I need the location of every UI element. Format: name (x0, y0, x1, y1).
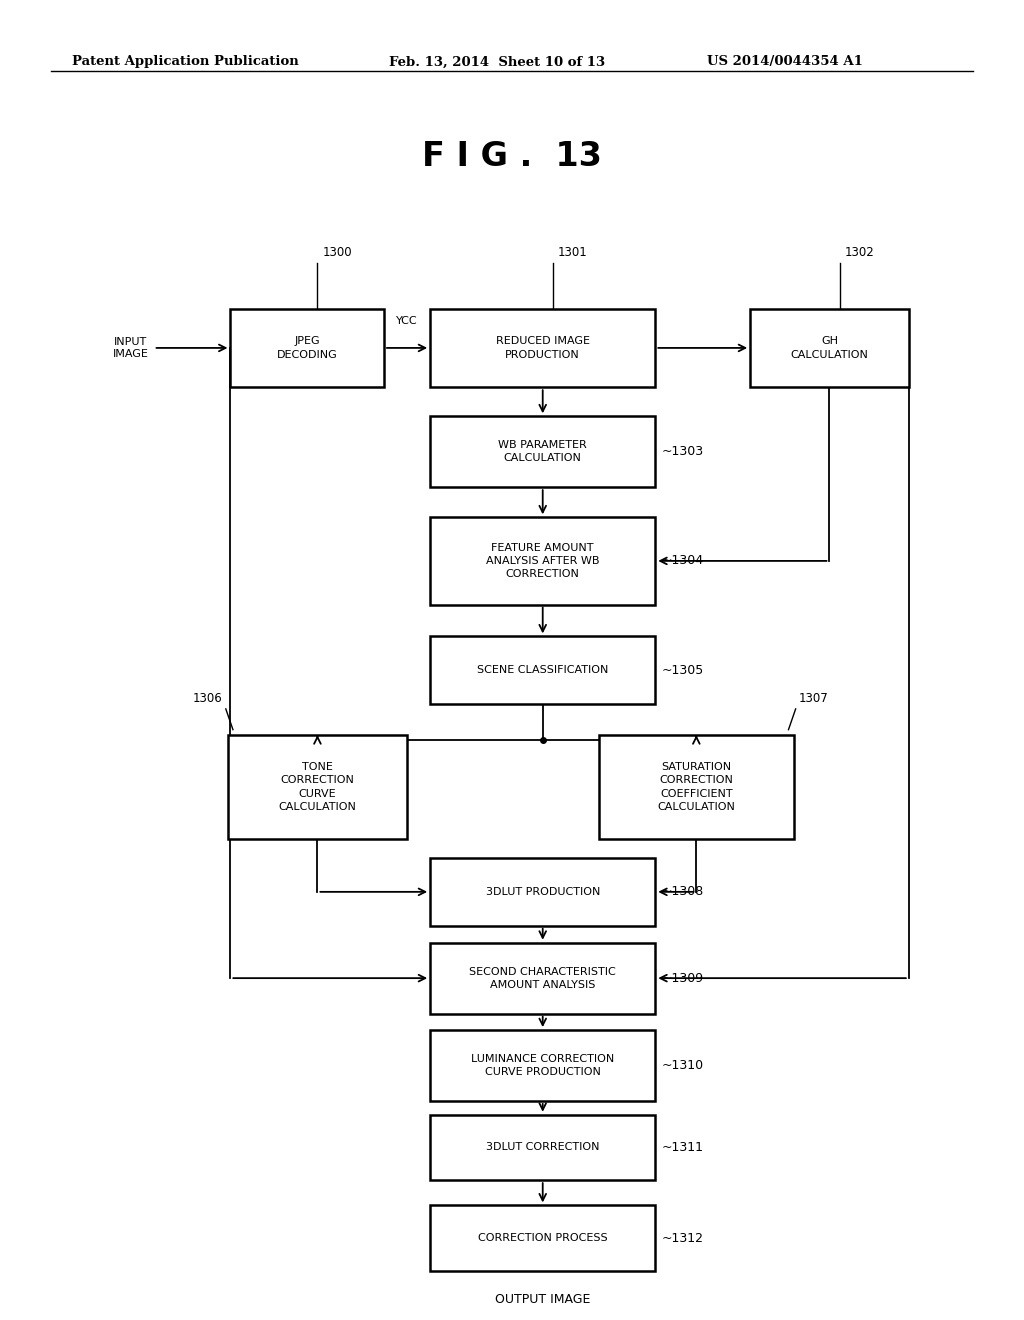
Text: GH
CALCULATION: GH CALCULATION (791, 337, 868, 359)
Text: 3DLUT PRODUCTION: 3DLUT PRODUCTION (485, 887, 600, 896)
Text: 1300: 1300 (323, 247, 352, 260)
FancyBboxPatch shape (227, 735, 407, 840)
Text: TONE
CORRECTION
CURVE
CALCULATION: TONE CORRECTION CURVE CALCULATION (279, 762, 356, 812)
Text: ~1303: ~1303 (662, 445, 703, 458)
Text: 1307: 1307 (799, 692, 828, 705)
FancyBboxPatch shape (430, 309, 655, 387)
FancyBboxPatch shape (430, 636, 655, 704)
FancyBboxPatch shape (750, 309, 909, 387)
Text: SCENE CLASSIFICATION: SCENE CLASSIFICATION (477, 665, 608, 675)
Text: FEATURE AMOUNT
ANALYSIS AFTER WB
CORRECTION: FEATURE AMOUNT ANALYSIS AFTER WB CORRECT… (486, 543, 599, 579)
Text: Patent Application Publication: Patent Application Publication (72, 55, 298, 69)
FancyBboxPatch shape (430, 858, 655, 925)
Text: 1306: 1306 (193, 692, 223, 705)
FancyBboxPatch shape (430, 517, 655, 605)
Text: CORRECTION PROCESS: CORRECTION PROCESS (478, 1233, 607, 1243)
Text: SATURATION
CORRECTION
COEFFICIENT
CALCULATION: SATURATION CORRECTION COEFFICIENT CALCUL… (657, 762, 735, 812)
FancyBboxPatch shape (430, 416, 655, 487)
Text: JPEG
DECODING: JPEG DECODING (276, 337, 338, 359)
Text: ~1309: ~1309 (662, 972, 703, 985)
Text: YCC: YCC (396, 315, 418, 326)
Text: REDUCED IMAGE
PRODUCTION: REDUCED IMAGE PRODUCTION (496, 337, 590, 359)
Text: ~1304: ~1304 (662, 554, 703, 568)
Text: ~1310: ~1310 (662, 1059, 703, 1072)
Text: LUMINANCE CORRECTION
CURVE PRODUCTION: LUMINANCE CORRECTION CURVE PRODUCTION (471, 1053, 614, 1077)
Text: 1302: 1302 (845, 247, 874, 260)
Text: 1301: 1301 (558, 247, 588, 260)
Text: Feb. 13, 2014  Sheet 10 of 13: Feb. 13, 2014 Sheet 10 of 13 (389, 55, 605, 69)
FancyBboxPatch shape (599, 735, 794, 840)
Text: WB PARAMETER
CALCULATION: WB PARAMETER CALCULATION (499, 440, 587, 463)
FancyBboxPatch shape (430, 1030, 655, 1101)
FancyBboxPatch shape (430, 1205, 655, 1271)
Text: INPUT
IMAGE: INPUT IMAGE (113, 337, 148, 359)
Text: SECOND CHARACTERISTIC
AMOUNT ANALYSIS: SECOND CHARACTERISTIC AMOUNT ANALYSIS (469, 966, 616, 990)
Text: US 2014/0044354 A1: US 2014/0044354 A1 (707, 55, 862, 69)
Text: ~1308: ~1308 (662, 886, 703, 899)
Text: ~1305: ~1305 (662, 664, 703, 677)
FancyBboxPatch shape (430, 942, 655, 1014)
FancyBboxPatch shape (230, 309, 384, 387)
Text: ~1311: ~1311 (662, 1140, 703, 1154)
FancyBboxPatch shape (430, 1114, 655, 1180)
Text: ~1312: ~1312 (662, 1232, 703, 1245)
Text: OUTPUT IMAGE: OUTPUT IMAGE (495, 1292, 591, 1305)
Text: 3DLUT CORRECTION: 3DLUT CORRECTION (486, 1142, 599, 1152)
Text: F I G .  13: F I G . 13 (422, 140, 602, 173)
